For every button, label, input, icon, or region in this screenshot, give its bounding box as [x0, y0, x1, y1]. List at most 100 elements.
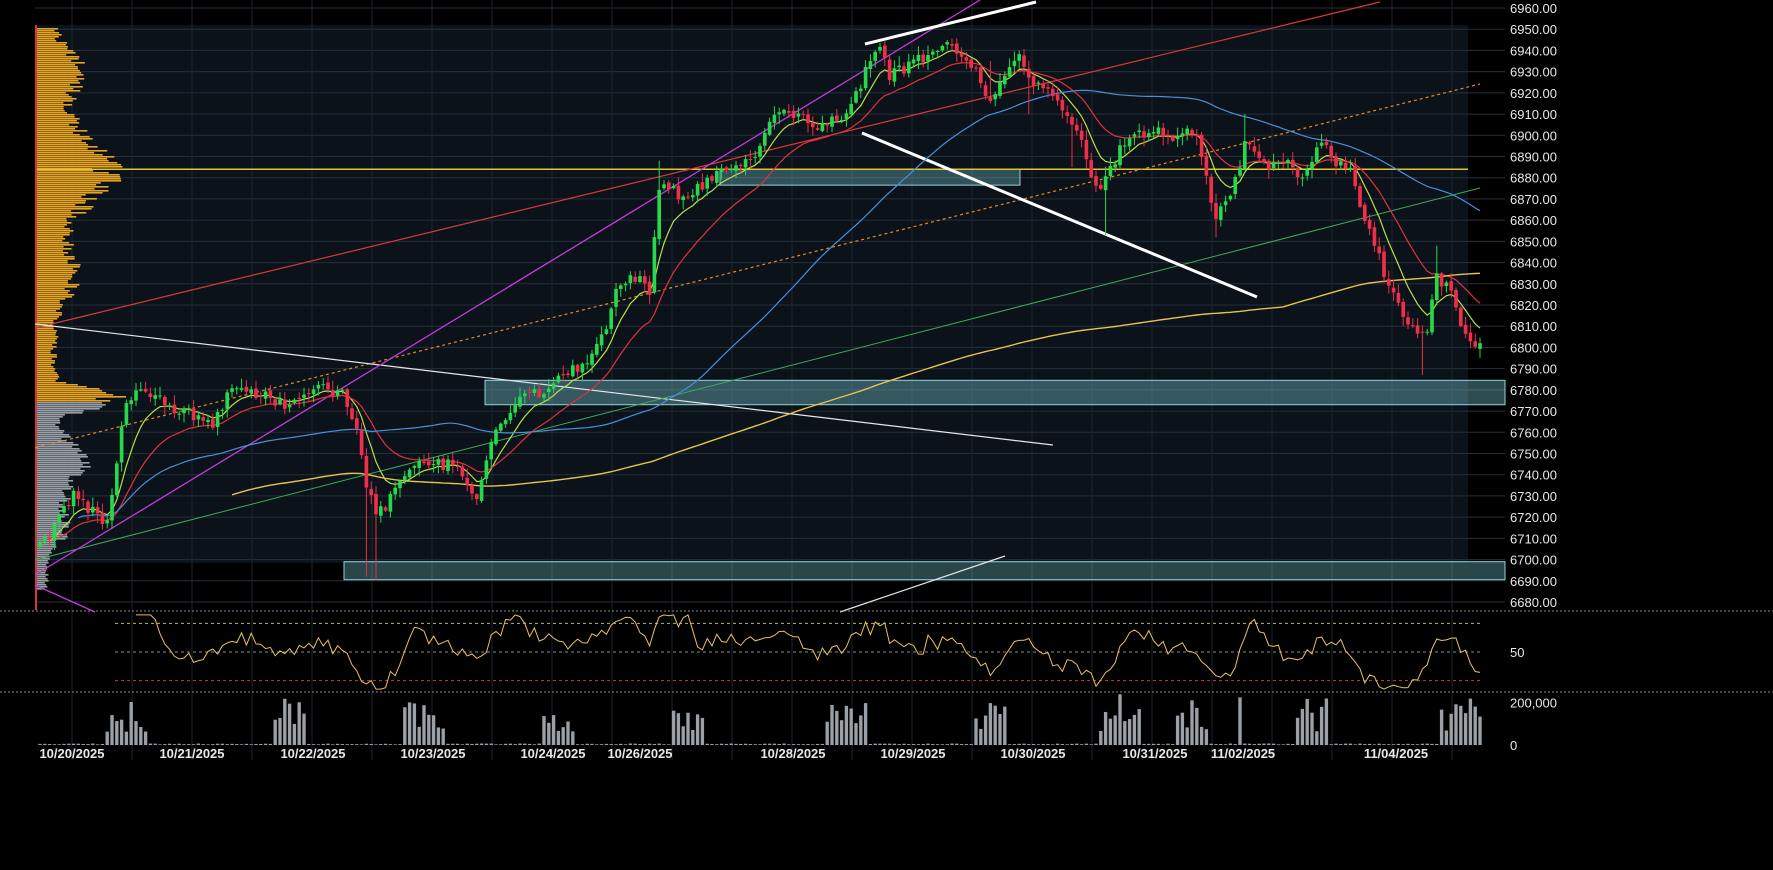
candle[interactable]	[407, 467, 412, 482]
candle[interactable]	[95, 501, 100, 523]
candle[interactable]	[580, 362, 585, 382]
candle[interactable]	[1002, 71, 1007, 89]
candle[interactable]	[1415, 318, 1420, 339]
candle[interactable]	[129, 396, 134, 411]
candle[interactable]	[714, 165, 719, 188]
candle[interactable]	[686, 192, 690, 200]
candle[interactable]	[1127, 134, 1132, 151]
candle[interactable]	[801, 110, 806, 120]
candle[interactable]	[470, 481, 474, 501]
candle[interactable]	[134, 383, 138, 407]
candle[interactable]	[354, 411, 359, 435]
candle[interactable]	[1022, 49, 1026, 75]
candle[interactable]	[489, 438, 494, 469]
candle[interactable]	[1055, 86, 1060, 106]
candle[interactable]	[758, 143, 762, 164]
candle[interactable]	[1007, 58, 1012, 79]
candle[interactable]	[450, 451, 455, 474]
candle[interactable]	[398, 479, 402, 498]
candle[interactable]	[911, 54, 916, 68]
candle[interactable]	[1391, 279, 1396, 301]
candle[interactable]	[1478, 337, 1482, 358]
candle[interactable]	[767, 117, 772, 137]
candle[interactable]	[1310, 156, 1314, 179]
candle[interactable]	[772, 106, 777, 130]
candle[interactable]	[878, 42, 882, 54]
candle[interactable]	[1338, 160, 1343, 170]
candle[interactable]	[436, 455, 441, 474]
candle[interactable]	[1185, 125, 1190, 141]
candle[interactable]	[158, 386, 162, 400]
candle[interactable]	[1430, 294, 1434, 336]
candle[interactable]	[215, 408, 220, 436]
candle[interactable]	[719, 163, 724, 180]
demand-zone[interactable]	[343, 561, 1506, 581]
candle[interactable]	[206, 414, 210, 429]
candle[interactable]	[71, 488, 76, 516]
candle[interactable]	[671, 183, 676, 190]
candle[interactable]	[1036, 80, 1041, 91]
candle[interactable]	[244, 380, 249, 397]
candle[interactable]	[868, 54, 873, 78]
candle[interactable]	[402, 470, 407, 485]
candle[interactable]	[292, 397, 297, 405]
candle[interactable]	[1372, 221, 1377, 252]
candle[interactable]	[609, 306, 614, 335]
candle[interactable]	[153, 387, 158, 406]
green-trend-line[interactable]	[34, 187, 1481, 561]
magenta-trend-line-lower[interactable]	[34, 584, 96, 613]
candle[interactable]	[431, 457, 436, 473]
candle[interactable]	[1473, 333, 1478, 349]
candle[interactable]	[1382, 245, 1386, 283]
candle[interactable]	[1295, 165, 1300, 186]
candle[interactable]	[1262, 155, 1266, 165]
candle[interactable]	[1343, 156, 1348, 174]
candle[interactable]	[1252, 137, 1257, 156]
candle[interactable]	[1132, 131, 1137, 146]
candle[interactable]	[167, 402, 172, 410]
candle[interactable]	[1276, 160, 1281, 169]
candle[interactable]	[191, 399, 196, 427]
candle[interactable]	[575, 363, 580, 379]
candle[interactable]	[762, 128, 767, 151]
candle[interactable]	[858, 84, 863, 98]
magenta-trend-line[interactable]	[34, 0, 981, 576]
candle[interactable]	[330, 380, 335, 402]
candle[interactable]	[335, 385, 340, 400]
candle[interactable]	[1151, 125, 1156, 139]
candle[interactable]	[969, 58, 974, 72]
candle[interactable]	[834, 108, 839, 122]
candle[interactable]	[662, 180, 666, 191]
candle[interactable]	[926, 45, 930, 71]
candle[interactable]	[916, 46, 921, 70]
candle[interactable]	[119, 421, 124, 472]
candle[interactable]	[604, 325, 609, 336]
candle[interactable]	[38, 540, 42, 549]
candle[interactable]	[1156, 120, 1161, 137]
candle[interactable]	[1367, 214, 1372, 236]
candle[interactable]	[1401, 298, 1406, 326]
candle[interactable]	[1314, 142, 1319, 164]
candle[interactable]	[566, 369, 570, 378]
candle[interactable]	[1190, 127, 1194, 138]
candle[interactable]	[1161, 123, 1166, 146]
candle[interactable]	[599, 326, 604, 352]
candle[interactable]	[311, 385, 316, 403]
candle[interactable]	[676, 177, 681, 204]
candle[interactable]	[518, 387, 522, 410]
candle[interactable]	[1329, 142, 1334, 163]
candle[interactable]	[1334, 152, 1338, 175]
candle[interactable]	[522, 389, 527, 404]
candle[interactable]	[100, 503, 105, 530]
candle[interactable]	[42, 534, 47, 545]
candle[interactable]	[239, 378, 244, 393]
candle[interactable]	[1026, 60, 1031, 115]
candle[interactable]	[1286, 158, 1290, 170]
candle[interactable]	[182, 406, 186, 423]
candle[interactable]	[90, 497, 95, 517]
candle[interactable]	[1362, 202, 1367, 225]
candle[interactable]	[1463, 316, 1468, 339]
candle[interactable]	[1434, 245, 1439, 306]
candle[interactable]	[258, 391, 263, 405]
